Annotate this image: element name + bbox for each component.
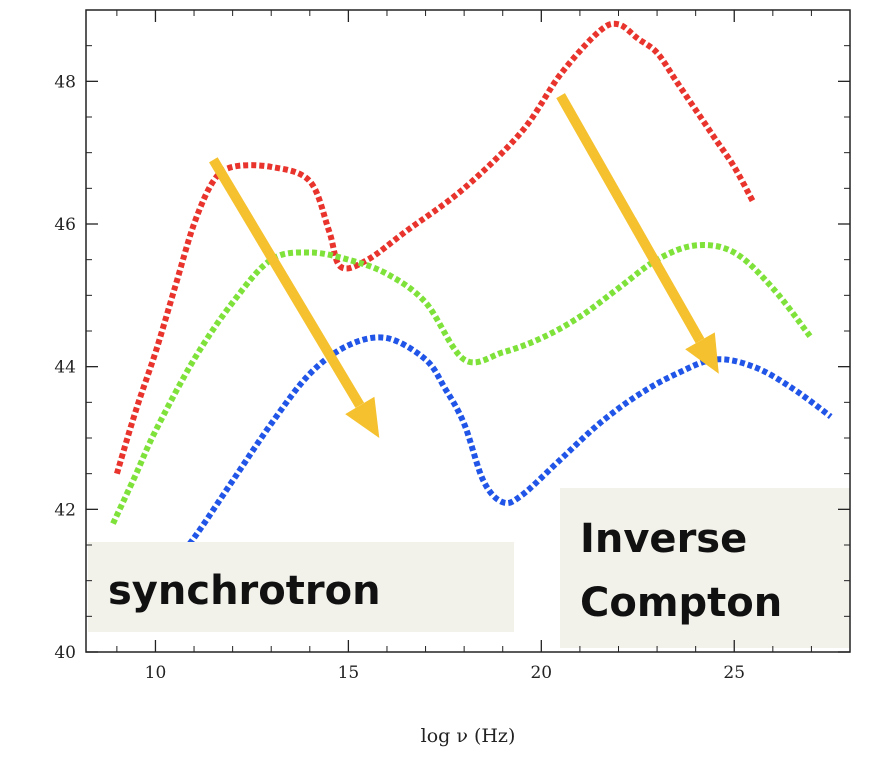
y-tick-label: 48 bbox=[54, 72, 76, 92]
annotation-box-0 bbox=[88, 542, 514, 632]
x-axis-label: log ν (Hz) bbox=[421, 725, 516, 747]
arrow-head-1 bbox=[685, 332, 719, 374]
annotation-text-1-0: Inverse bbox=[580, 516, 747, 562]
x-tick-label: 25 bbox=[723, 663, 745, 683]
y-tick-label: 42 bbox=[54, 500, 76, 520]
x-tick-label: 15 bbox=[338, 663, 360, 683]
arrow-shaft-0 bbox=[209, 157, 365, 408]
annotation-box-1 bbox=[560, 488, 850, 648]
y-tick-label: 40 bbox=[54, 643, 76, 663]
tick-layer: 10 15 20 25 40 42 44 46 48 bbox=[54, 9, 851, 683]
series-layer bbox=[110, 20, 833, 625]
y-tick-label: 44 bbox=[54, 358, 76, 378]
annotation-text-1-1: Compton bbox=[580, 580, 782, 626]
annotation-text-0-0: synchrotron bbox=[108, 568, 381, 614]
arrow-shaft-1 bbox=[556, 93, 705, 344]
series-line-2 bbox=[133, 334, 833, 625]
x-tick-label: 10 bbox=[145, 663, 167, 683]
x-tick-label: 20 bbox=[530, 663, 552, 683]
annotation-layer: synchrotron Inverse Compton bbox=[88, 488, 850, 648]
y-tick-label: 46 bbox=[54, 215, 76, 235]
arrow-head-0 bbox=[345, 396, 380, 438]
arrow-layer bbox=[209, 93, 719, 438]
